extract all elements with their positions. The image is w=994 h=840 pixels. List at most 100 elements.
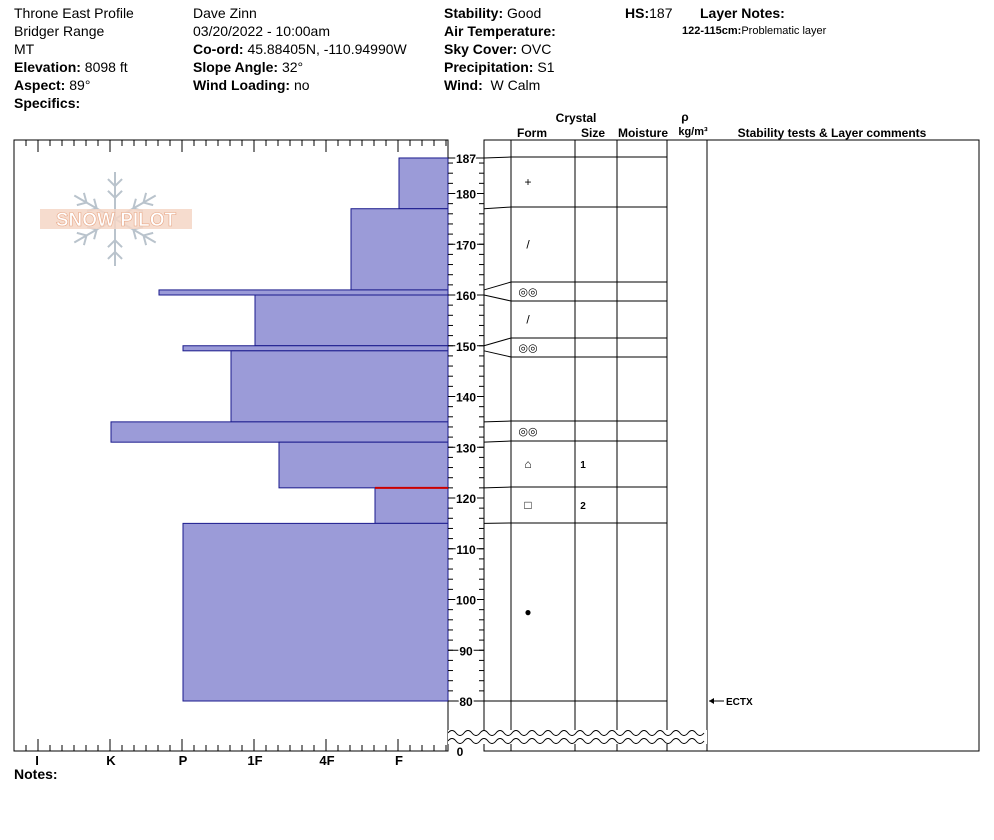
datetime: 03/20/2022 - 10:00am — [193, 23, 330, 39]
flake-branch — [76, 231, 87, 237]
layer-bar-4 — [254, 294, 449, 347]
hardness-label-f: F — [395, 753, 403, 768]
flake-branch — [82, 235, 88, 246]
hardness-label-4f: 4F — [319, 753, 334, 768]
crystal-size-9: 2 — [580, 501, 586, 512]
height-label-110: 110 — [456, 543, 476, 557]
header-col3: Stability: Good Air Temperature: Sky Cov… — [444, 4, 556, 94]
height-label-187: 187 — [456, 152, 476, 166]
logo-text: SNOW PILOT — [56, 210, 177, 231]
flake-branch — [76, 201, 87, 207]
grain-form-symbols: + / ◎◎ / ◎◎ ◎◎ ⌂ 1 □ 2 ● — [518, 175, 586, 619]
height-label-170: 170 — [456, 238, 476, 252]
header-col2: Dave Zinn 03/20/2022 - 10:00am Co-ord: 4… — [193, 4, 407, 94]
range-name: Bridger Range — [14, 23, 105, 39]
flake-branch — [114, 190, 123, 199]
height-label-120: 120 — [456, 492, 476, 506]
stability: Stability: Good — [444, 5, 542, 21]
grain-form-10: ● — [524, 605, 531, 619]
layer-bar-6 — [230, 350, 449, 423]
height-label-130: 130 — [456, 441, 476, 455]
stability-test-arrowhead — [709, 698, 714, 704]
layer-connector — [483, 206, 512, 210]
height-axis: 80 90 100 110 120 130 140 150 160 170 180 187 0 — [448, 150, 484, 759]
sky-cover: Sky Cover: OVC — [444, 41, 552, 57]
height-label-80: 80 — [459, 695, 473, 709]
table-frame — [483, 139, 980, 752]
flake-branch — [142, 235, 148, 246]
table-rows — [511, 156, 667, 702]
rho-header: ρ — [681, 110, 688, 124]
axis-break — [447, 730, 707, 744]
layer-connector — [483, 350, 512, 358]
coord: Co-ord: 45.88405N, -110.94990W — [193, 41, 407, 57]
flake-branch — [142, 192, 148, 203]
hardness-labels: I K P 1F 4F F — [35, 753, 403, 768]
crystal-size-8: 1 — [580, 460, 586, 471]
form-header: Form — [517, 126, 547, 140]
flake-branch — [107, 178, 116, 187]
layer-connectors — [483, 156, 512, 702]
layer-connector — [483, 486, 512, 489]
flake-branch — [107, 251, 116, 260]
grain-form-8: ⌂ — [524, 457, 531, 471]
hs: HS:187 — [625, 5, 673, 21]
size-header: Size — [581, 126, 605, 140]
layer-connector — [483, 294, 512, 302]
flake-branch — [143, 201, 154, 207]
flake-branch — [107, 239, 116, 248]
grain-form-3: ◎◎ — [518, 287, 537, 299]
flake-branch — [114, 178, 123, 187]
header-col1: Throne East Profile Bridger Range MT Ele… — [14, 4, 134, 112]
hardness-label-i: I — [35, 753, 39, 768]
flake-branch — [114, 239, 123, 248]
flake-branch — [132, 229, 137, 240]
flake-branch — [82, 192, 88, 203]
flake-branch — [107, 190, 116, 199]
height-label-zero: 0 — [457, 745, 464, 759]
crystal-header: Crystal — [556, 111, 597, 125]
air-temperature: Air Temperature: — [444, 23, 556, 39]
layer-bar-8 — [278, 441, 449, 489]
height-label-100: 100 — [456, 594, 476, 608]
layer-bar-7 — [110, 421, 449, 443]
layer-bar-9 — [374, 487, 449, 524]
layer-connector — [483, 337, 512, 347]
layer-bar-2 — [350, 208, 449, 291]
observer: Dave Zinn — [193, 5, 257, 21]
grain-form-9: □ — [524, 498, 531, 512]
slope-angle: Slope Angle: 32° — [193, 59, 304, 75]
layer-bar-1 — [398, 157, 449, 210]
flake-branch — [93, 229, 98, 240]
layer-notes-title: Layer Notes: — [700, 5, 785, 21]
layer-connector — [483, 281, 512, 291]
flake-branch — [93, 198, 98, 209]
layer-connector — [483, 420, 512, 423]
snowpilot-logo: SNOW PILOT — [40, 172, 192, 266]
layer-connector — [483, 156, 512, 159]
comments-header: Stability tests & Layer comments — [738, 126, 927, 140]
wind: Wind: W Calm — [444, 77, 541, 93]
flake-branch — [132, 198, 137, 209]
elevation: Elevation: 8098 ft — [14, 59, 128, 75]
hardness-label-1f: 1F — [247, 753, 262, 768]
density-unit-header: kg/m³ — [678, 126, 708, 138]
height-label-140: 140 — [456, 391, 476, 405]
profile-name: Throne East Profile — [14, 5, 134, 21]
grain-form-4: / — [526, 313, 530, 327]
state-name: MT — [14, 41, 35, 57]
layer-bars — [110, 157, 449, 702]
stability-test-label: ECTX — [726, 697, 753, 708]
height-label-160: 160 — [456, 289, 476, 303]
hardness-label-p: P — [179, 753, 188, 768]
layer-bar-5 — [182, 345, 449, 352]
hardness-label-k: K — [106, 753, 116, 768]
layer-connector — [483, 440, 512, 443]
aspect: Aspect: 89° — [14, 77, 91, 93]
specifics: Specifics: — [14, 95, 81, 111]
layer-table: Crystal Form Size Moisture ρ kg/m³ Stabi… — [447, 110, 980, 752]
precipitation: Precipitation: S1 — [444, 59, 555, 75]
wind-loading: Wind Loading: no — [193, 77, 310, 93]
grain-form-5: ◎◎ — [518, 343, 537, 355]
